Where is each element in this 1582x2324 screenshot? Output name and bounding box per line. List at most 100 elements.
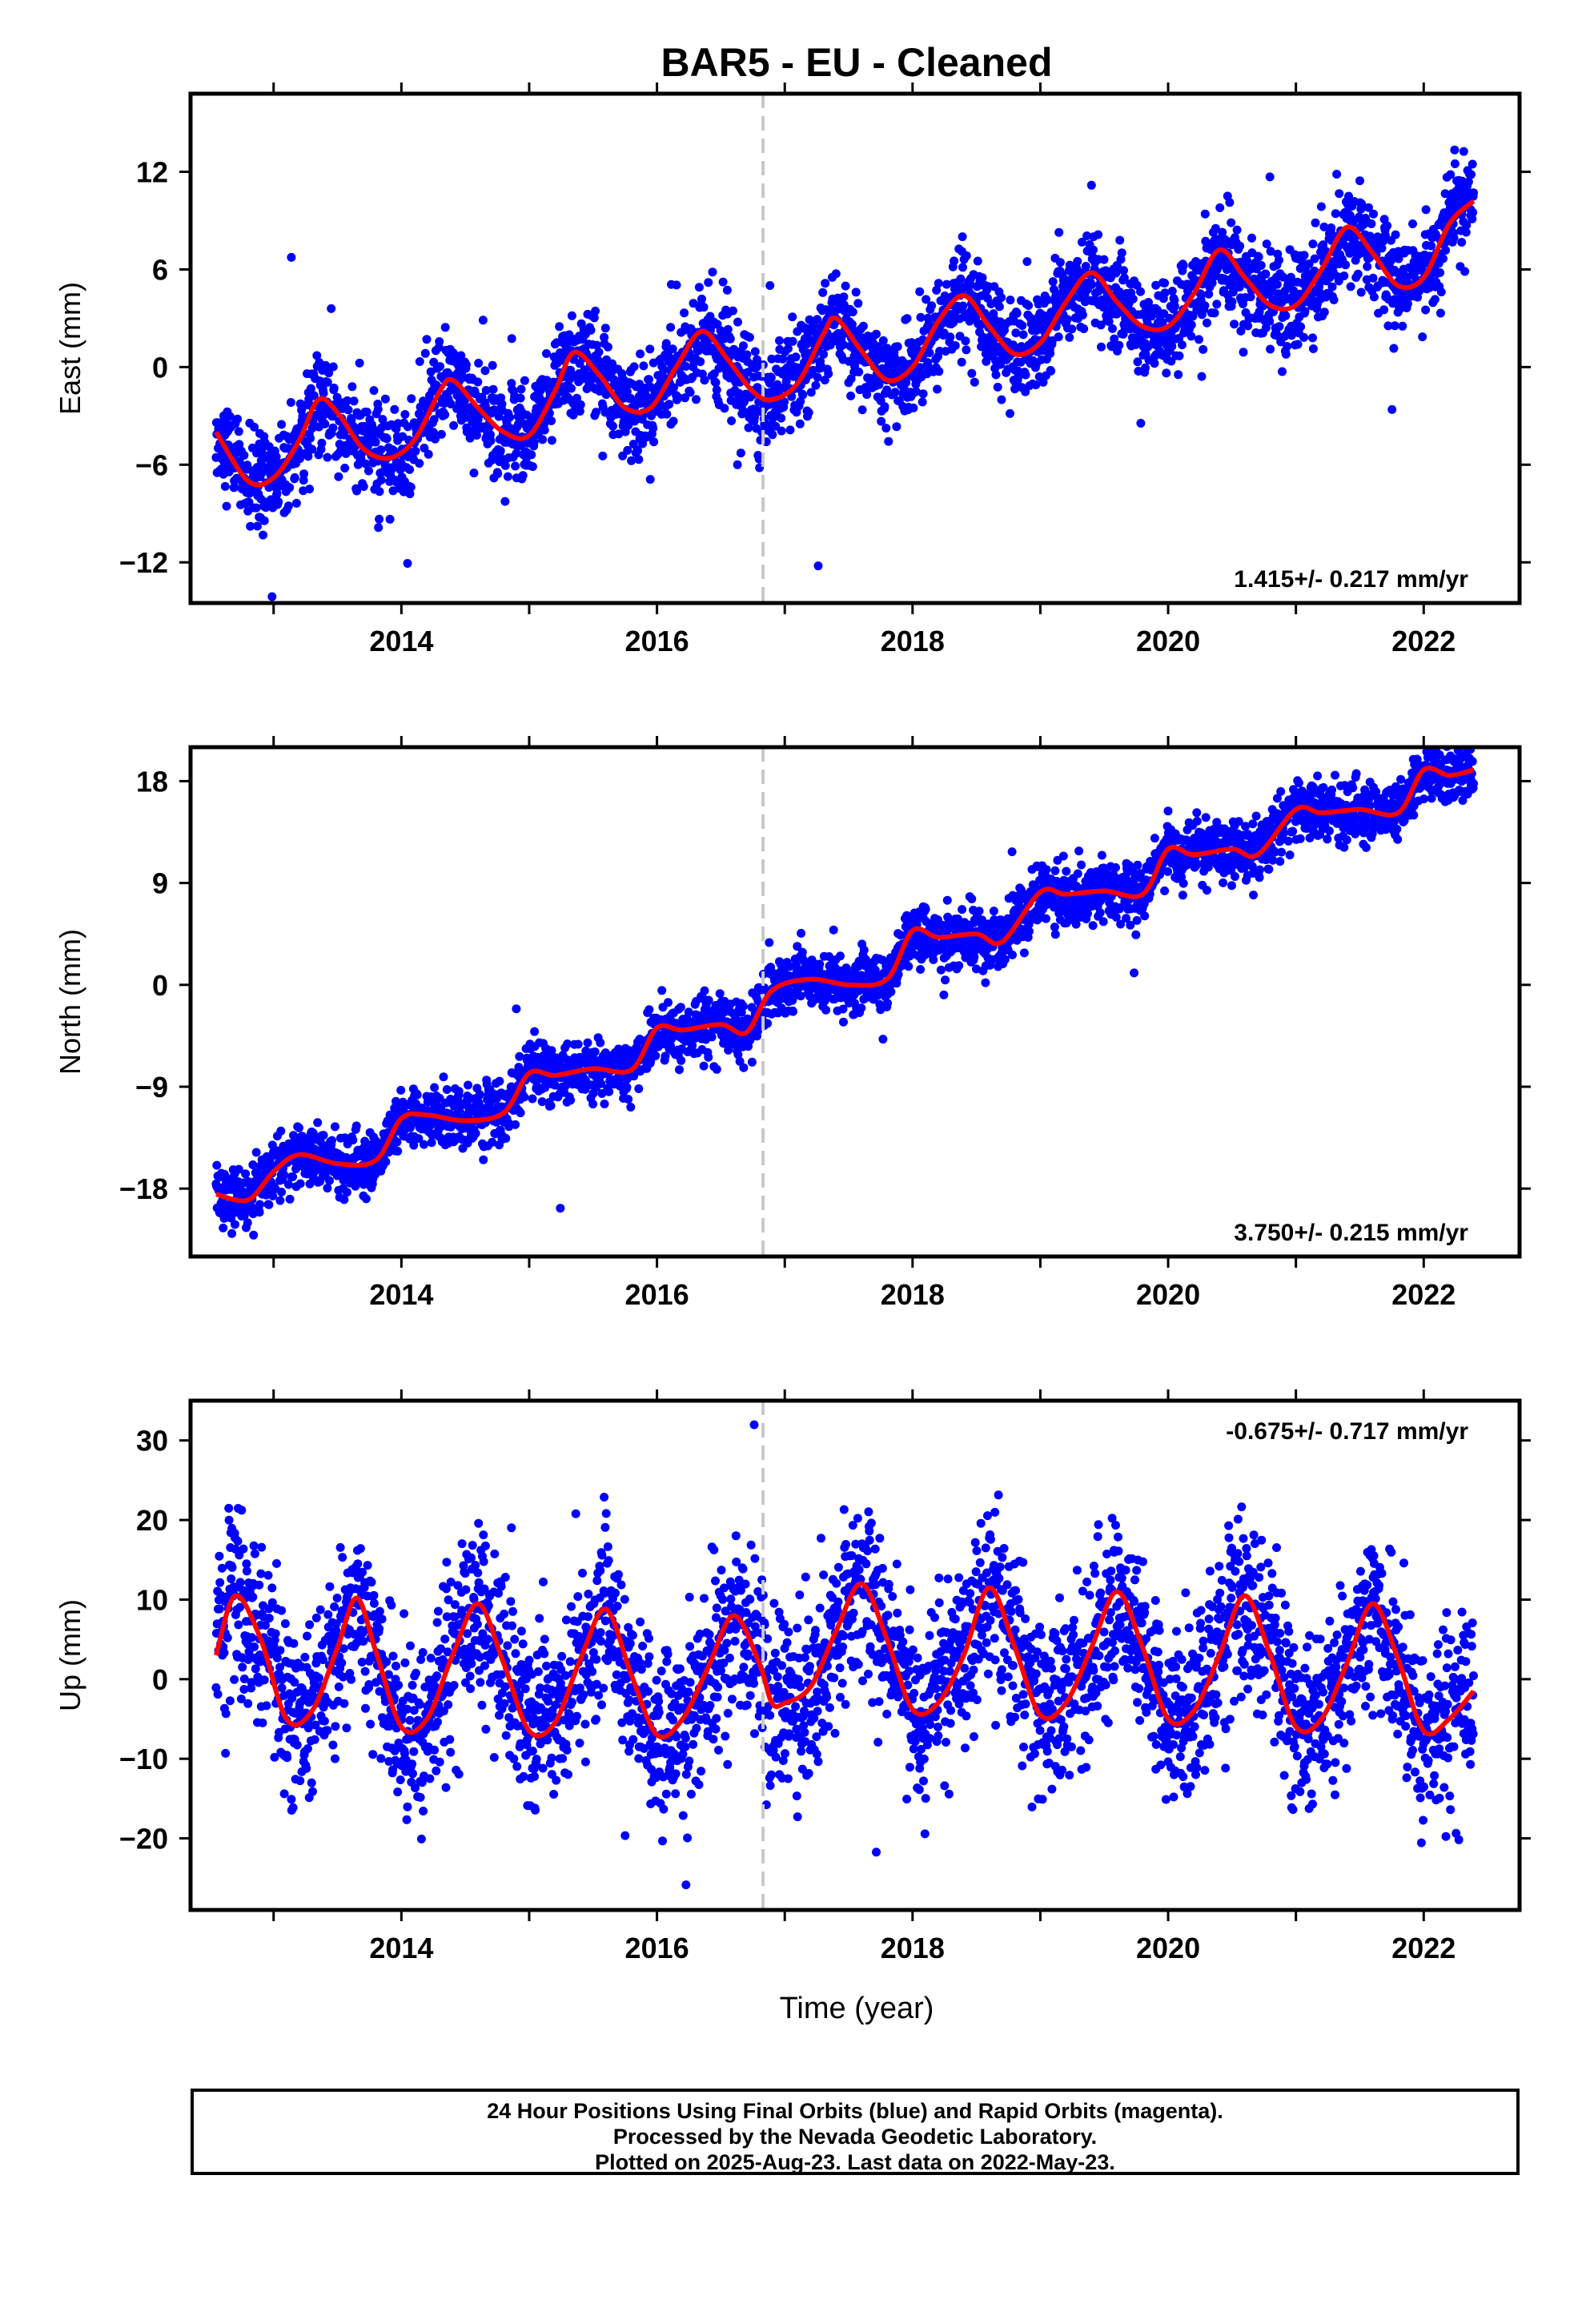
east-position-point — [603, 342, 612, 352]
east-position-point — [739, 341, 748, 351]
east-position-point — [734, 388, 744, 398]
north-position-point — [212, 1160, 222, 1170]
east-position-point — [1261, 323, 1271, 332]
east-position-point — [942, 279, 951, 289]
north-position-point — [556, 1204, 565, 1213]
east-position-point — [1418, 332, 1427, 342]
east-position-point — [497, 400, 507, 408]
north-position-point — [688, 1040, 697, 1050]
east-position-point — [500, 460, 510, 470]
east-position-point — [555, 322, 564, 332]
east-position-point — [478, 316, 488, 325]
north-position-point — [859, 945, 869, 955]
east-position-point — [819, 349, 829, 359]
east-position-point — [932, 285, 942, 295]
north-position-point — [414, 1134, 424, 1144]
east-position-point — [890, 388, 900, 397]
north-position-point — [479, 1155, 488, 1164]
east-position-point — [1261, 269, 1271, 279]
north-position-point — [275, 1196, 285, 1205]
east-position-point — [668, 344, 677, 354]
north-position-point — [313, 1118, 323, 1128]
east-position-point — [1246, 292, 1255, 302]
east-position-point — [1006, 408, 1014, 418]
east-position-point — [1079, 324, 1089, 333]
east-position-point — [884, 436, 893, 446]
north-position-point — [566, 1096, 576, 1105]
east-position-point — [1421, 205, 1431, 215]
east-position-point — [1038, 377, 1048, 387]
east-position-point — [639, 361, 648, 371]
north-position-point — [323, 1184, 332, 1193]
east-position-point — [788, 312, 797, 322]
east-position-point — [699, 303, 709, 312]
east-position-point — [780, 397, 789, 407]
east-position-point — [958, 263, 967, 272]
east-position-point — [488, 384, 498, 394]
east-position-point — [516, 393, 525, 403]
east-position-point — [766, 373, 776, 383]
east-position-point — [648, 424, 658, 433]
east-position-point — [994, 302, 1004, 312]
north-position-point — [700, 986, 709, 995]
north-position-point — [886, 987, 896, 996]
east-position-point — [1440, 189, 1450, 199]
east-position-point — [575, 407, 584, 416]
east-position-point — [375, 487, 384, 497]
east-position-point — [1115, 235, 1125, 245]
east-position-point — [1011, 328, 1021, 338]
north-position-point — [255, 1200, 264, 1209]
east-position-point — [1469, 188, 1478, 198]
north-position-point — [739, 1002, 748, 1011]
north-position-point — [530, 1027, 540, 1036]
north-position-point — [439, 1072, 448, 1082]
east-position-point — [1018, 321, 1027, 330]
east-position-point — [788, 336, 797, 346]
east-position-point — [950, 341, 960, 350]
east-position-point — [567, 311, 576, 320]
east-position-point — [798, 390, 808, 400]
east-position-point — [486, 436, 496, 445]
east-position-point — [1389, 344, 1399, 353]
east-position-point — [1278, 367, 1287, 376]
east-position-point — [1147, 312, 1156, 321]
east-position-point — [343, 405, 353, 415]
east-position-point — [1119, 266, 1128, 275]
east-position-point — [440, 410, 450, 420]
north-position-point — [365, 1152, 375, 1161]
east-xtick-label: 2020 — [1136, 625, 1200, 657]
east-position-point — [572, 393, 581, 403]
east-position-point — [1427, 241, 1436, 251]
north-position-point — [590, 1047, 600, 1056]
east-position-point — [1316, 202, 1326, 211]
east-position-point — [403, 422, 412, 432]
east-position-point — [299, 469, 309, 479]
east-position-point — [917, 397, 927, 407]
north-position-point — [471, 1128, 480, 1138]
east-position-point — [480, 401, 490, 411]
east-ytick-label: 0 — [152, 351, 168, 384]
north-position-point — [249, 1230, 259, 1240]
east-position-point — [540, 425, 549, 435]
east-position-point — [303, 452, 313, 461]
east-position-point — [1468, 207, 1478, 217]
east-position-point — [1346, 282, 1355, 292]
east-position-point — [355, 358, 364, 368]
east-position-point — [1073, 256, 1082, 266]
east-position-point — [435, 337, 444, 346]
east-position-point — [407, 394, 416, 404]
east-position-point — [220, 481, 230, 491]
east-position-point — [1308, 239, 1318, 249]
east-position-point — [778, 354, 788, 364]
north-position-point — [704, 1052, 713, 1062]
east-position-point — [956, 274, 966, 283]
north-position-point — [712, 1064, 721, 1074]
east-position-point — [824, 369, 833, 379]
north-position-point — [351, 1121, 361, 1131]
east-position-point — [1339, 271, 1349, 280]
east-position-point — [307, 444, 317, 454]
east-position-point — [446, 400, 456, 408]
east-position-point — [1232, 225, 1242, 235]
east-position-point — [1160, 279, 1170, 287]
east-position-point — [259, 516, 269, 525]
